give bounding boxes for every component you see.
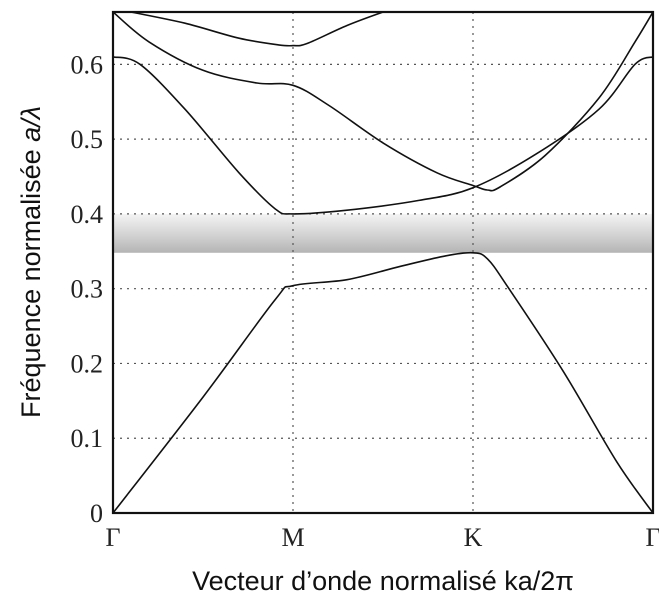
band-gap-region: [113, 213, 653, 253]
y-tick-label: 0.3: [71, 275, 104, 304]
y-tick-label: 0.2: [71, 349, 104, 378]
y-tick-label: 0.4: [71, 200, 104, 229]
x-tick-label: K: [464, 523, 483, 552]
y-axis-title: Fréquence normalisée a/λ: [16, 106, 46, 418]
y-tick-label: 0.6: [71, 50, 104, 79]
x-tick-label: Γ: [645, 523, 659, 552]
y-tick-label: 0.5: [71, 125, 104, 154]
y-tick-label: 0.1: [71, 424, 104, 453]
x-axis-title: Vecteur d’onde normalisé ka/2π: [192, 566, 574, 596]
band-curve-3: [113, 12, 653, 192]
x-tick-label: M: [281, 523, 304, 552]
plot-frame: [111, 10, 655, 515]
y-axis-title-italic: a/λ: [16, 106, 46, 142]
x-tick-label: Γ: [105, 523, 120, 552]
y-axis-title-text: Fréquence normalisée: [16, 142, 46, 418]
band-curve-4: [130, 12, 384, 47]
y-tick-label: 0: [90, 499, 103, 528]
band-curve-2: [113, 56, 653, 215]
band-curve-1: [113, 251, 653, 513]
